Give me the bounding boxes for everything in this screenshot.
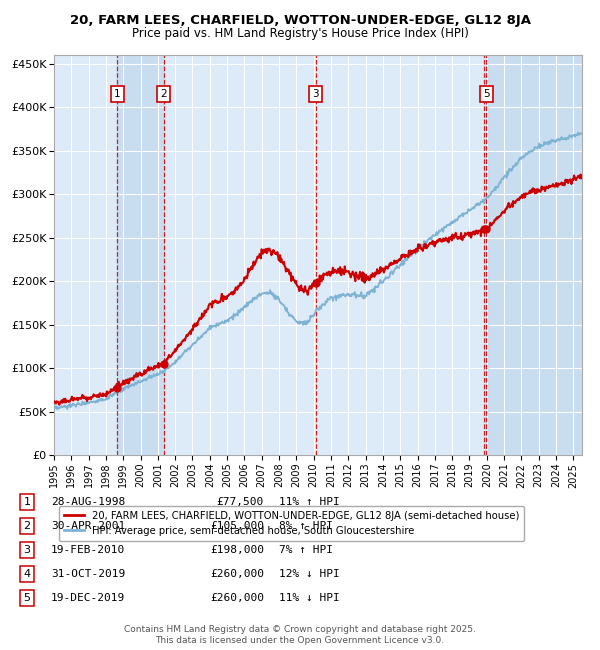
Text: 3: 3 [313, 89, 319, 99]
Text: 7% ↑ HPI: 7% ↑ HPI [279, 545, 333, 555]
Text: 11% ↑ HPI: 11% ↑ HPI [279, 497, 340, 507]
Text: 5: 5 [23, 593, 31, 603]
Text: £198,000: £198,000 [210, 545, 264, 555]
Text: 30-APR-2001: 30-APR-2001 [51, 521, 125, 531]
Text: £260,000: £260,000 [210, 593, 264, 603]
Text: 2: 2 [23, 521, 31, 531]
Bar [486, 55, 582, 455]
Text: 19-FEB-2010: 19-FEB-2010 [51, 545, 125, 555]
Text: 12% ↓ HPI: 12% ↓ HPI [279, 569, 340, 579]
Text: 4: 4 [23, 569, 31, 579]
Text: 3: 3 [23, 545, 31, 555]
Text: £105,000: £105,000 [210, 521, 264, 531]
Text: Price paid vs. HM Land Registry's House Price Index (HPI): Price paid vs. HM Land Registry's House … [131, 27, 469, 40]
Text: £77,500: £77,500 [217, 497, 264, 507]
Bar [117, 55, 164, 455]
Text: 5: 5 [483, 89, 490, 99]
Text: 1: 1 [23, 497, 31, 507]
Text: 20, FARM LEES, CHARFIELD, WOTTON-UNDER-EDGE, GL12 8JA: 20, FARM LEES, CHARFIELD, WOTTON-UNDER-E… [70, 14, 530, 27]
Text: 2: 2 [160, 89, 167, 99]
Text: 8% ↑ HPI: 8% ↑ HPI [279, 521, 333, 531]
Text: 11% ↓ HPI: 11% ↓ HPI [279, 593, 340, 603]
Text: 31-OCT-2019: 31-OCT-2019 [51, 569, 125, 579]
Legend: 20, FARM LEES, CHARFIELD, WOTTON-UNDER-EDGE, GL12 8JA (semi-detached house), HPI: 20, FARM LEES, CHARFIELD, WOTTON-UNDER-E… [59, 506, 524, 541]
Text: £260,000: £260,000 [210, 569, 264, 579]
Text: 28-AUG-1998: 28-AUG-1998 [51, 497, 125, 507]
Text: Contains HM Land Registry data © Crown copyright and database right 2025.
This d: Contains HM Land Registry data © Crown c… [124, 625, 476, 645]
Text: 1: 1 [114, 89, 121, 99]
Text: 19-DEC-2019: 19-DEC-2019 [51, 593, 125, 603]
